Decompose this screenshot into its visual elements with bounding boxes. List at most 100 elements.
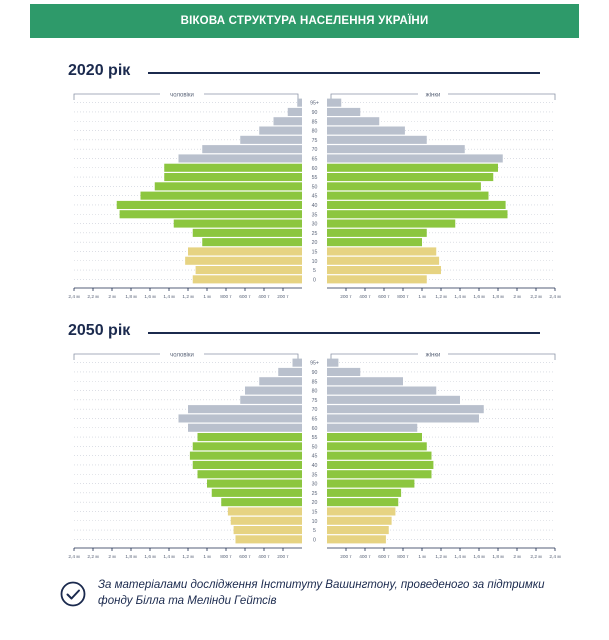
bar-male bbox=[227, 507, 302, 516]
age-label: 40 bbox=[312, 463, 318, 469]
bar-female bbox=[327, 182, 481, 191]
age-label: 80 bbox=[312, 389, 318, 395]
bar-male bbox=[235, 535, 302, 544]
x-tick-label: 1,6 м bbox=[144, 554, 155, 560]
bar-female bbox=[327, 107, 361, 116]
bar-male bbox=[197, 470, 302, 479]
bar-male bbox=[259, 126, 302, 135]
bar-male bbox=[192, 442, 302, 451]
bar-female bbox=[327, 358, 339, 367]
age-label: 55 bbox=[312, 435, 318, 441]
bar-male bbox=[240, 395, 302, 404]
bar-female bbox=[327, 460, 434, 469]
bar-male bbox=[140, 191, 302, 200]
bar-female bbox=[327, 191, 489, 200]
x-tick-label: 600 т bbox=[378, 554, 390, 560]
bar-female bbox=[327, 535, 386, 544]
header-title: ВІКОВА СТРУКТУРА НАСЕЛЕННЯ УКРАЇНИ bbox=[180, 15, 429, 27]
bar-female bbox=[327, 526, 389, 535]
bar-female bbox=[327, 377, 403, 386]
bar-female bbox=[327, 470, 432, 479]
bar-male bbox=[178, 414, 302, 423]
age-label: 65 bbox=[312, 156, 318, 162]
age-label: 55 bbox=[312, 175, 318, 181]
bar-male bbox=[259, 377, 302, 386]
age-label: 75 bbox=[312, 138, 318, 144]
age-label: 45 bbox=[312, 194, 318, 200]
bar-female bbox=[327, 210, 508, 219]
bar-female bbox=[327, 405, 484, 414]
bar-male bbox=[164, 163, 302, 172]
bar-female bbox=[327, 516, 392, 525]
bar-female bbox=[327, 238, 422, 247]
bar-female bbox=[327, 117, 380, 126]
x-tick-label: 1,4 м bbox=[454, 554, 465, 560]
bar-female bbox=[327, 442, 427, 451]
age-label: 50 bbox=[312, 184, 318, 190]
x-tick-label: 1,4 м bbox=[454, 294, 465, 300]
x-tick-label: 1,8 м bbox=[125, 294, 136, 300]
x-tick-label: 1,8 м bbox=[125, 554, 136, 560]
age-label: 40 bbox=[312, 203, 318, 209]
bar-male bbox=[278, 367, 302, 376]
bar-female bbox=[327, 266, 441, 275]
age-label: 60 bbox=[312, 166, 318, 172]
bar-male bbox=[221, 498, 302, 507]
age-label: 30 bbox=[312, 482, 318, 488]
bar-male bbox=[188, 423, 302, 432]
x-tick-label: 800 т bbox=[397, 554, 409, 560]
bar-female bbox=[327, 173, 494, 182]
x-tick-label: 2 м bbox=[108, 294, 115, 300]
x-tick-label: 200 т bbox=[277, 294, 289, 300]
age-label: 35 bbox=[312, 212, 318, 218]
bar-female bbox=[327, 154, 503, 163]
pyramid-chart-2050: чоловіки жінки 0 5 10 15 20 25 30 35 40 45 50 55 60 65 7… bbox=[68, 350, 561, 560]
age-label: 5 bbox=[313, 268, 316, 274]
x-tick-label: 800 т bbox=[220, 554, 232, 560]
bar-male bbox=[297, 98, 302, 107]
x-tick-label: 2 м bbox=[108, 554, 115, 560]
bar-male bbox=[197, 433, 302, 442]
bar-female bbox=[327, 256, 440, 265]
x-tick-label: 2,4 м bbox=[549, 294, 560, 300]
x-tick-label: 1 м bbox=[203, 554, 210, 560]
pyramid-chart-2020: чоловіки жінки 0 5 10 15 20 25 30 35 40 45 50 55 60 65 7… bbox=[68, 90, 561, 300]
bar-female bbox=[327, 386, 437, 395]
x-tick-label: 600 т bbox=[239, 554, 251, 560]
chart-title: 2050 рік bbox=[68, 322, 131, 339]
bar-male bbox=[292, 358, 302, 367]
x-tick-label: 400 т bbox=[258, 294, 270, 300]
header-banner: ВІКОВА СТРУКТУРА НАСЕЛЕННЯ УКРАЇНИ bbox=[30, 4, 579, 38]
age-label: 60 bbox=[312, 426, 318, 432]
x-tick-label: 600 т bbox=[378, 294, 390, 300]
age-label: 15 bbox=[312, 249, 318, 255]
x-tick-label: 1 м bbox=[418, 294, 425, 300]
bar-male bbox=[178, 154, 302, 163]
x-tick-label: 2,2 м bbox=[87, 554, 98, 560]
bar-male bbox=[188, 247, 302, 256]
title-rule bbox=[148, 72, 540, 74]
age-label: 50 bbox=[312, 444, 318, 450]
age-label: 85 bbox=[312, 119, 318, 125]
label-bg bbox=[160, 350, 204, 358]
bar-female bbox=[327, 451, 432, 460]
age-label: 15 bbox=[312, 509, 318, 515]
age-label: 65 bbox=[312, 416, 318, 422]
bar-female bbox=[327, 219, 456, 228]
bar-male bbox=[192, 228, 302, 237]
bar-female bbox=[327, 414, 479, 423]
x-tick-label: 1,6 м bbox=[473, 554, 484, 560]
x-tick-label: 400 т bbox=[359, 294, 371, 300]
right-group-label: жінки bbox=[426, 353, 441, 359]
bar-male bbox=[195, 266, 302, 275]
x-tick-label: 2,4 м bbox=[549, 554, 560, 560]
bar-male bbox=[245, 386, 302, 395]
age-label: 5 bbox=[313, 528, 316, 534]
bar-male bbox=[202, 145, 302, 154]
x-tick-label: 1,4 м bbox=[163, 294, 174, 300]
bar-male bbox=[287, 107, 302, 116]
age-label: 30 bbox=[312, 222, 318, 228]
x-tick-label: 600 т bbox=[239, 294, 251, 300]
age-label: 70 bbox=[312, 147, 318, 153]
bar-female bbox=[327, 433, 422, 442]
